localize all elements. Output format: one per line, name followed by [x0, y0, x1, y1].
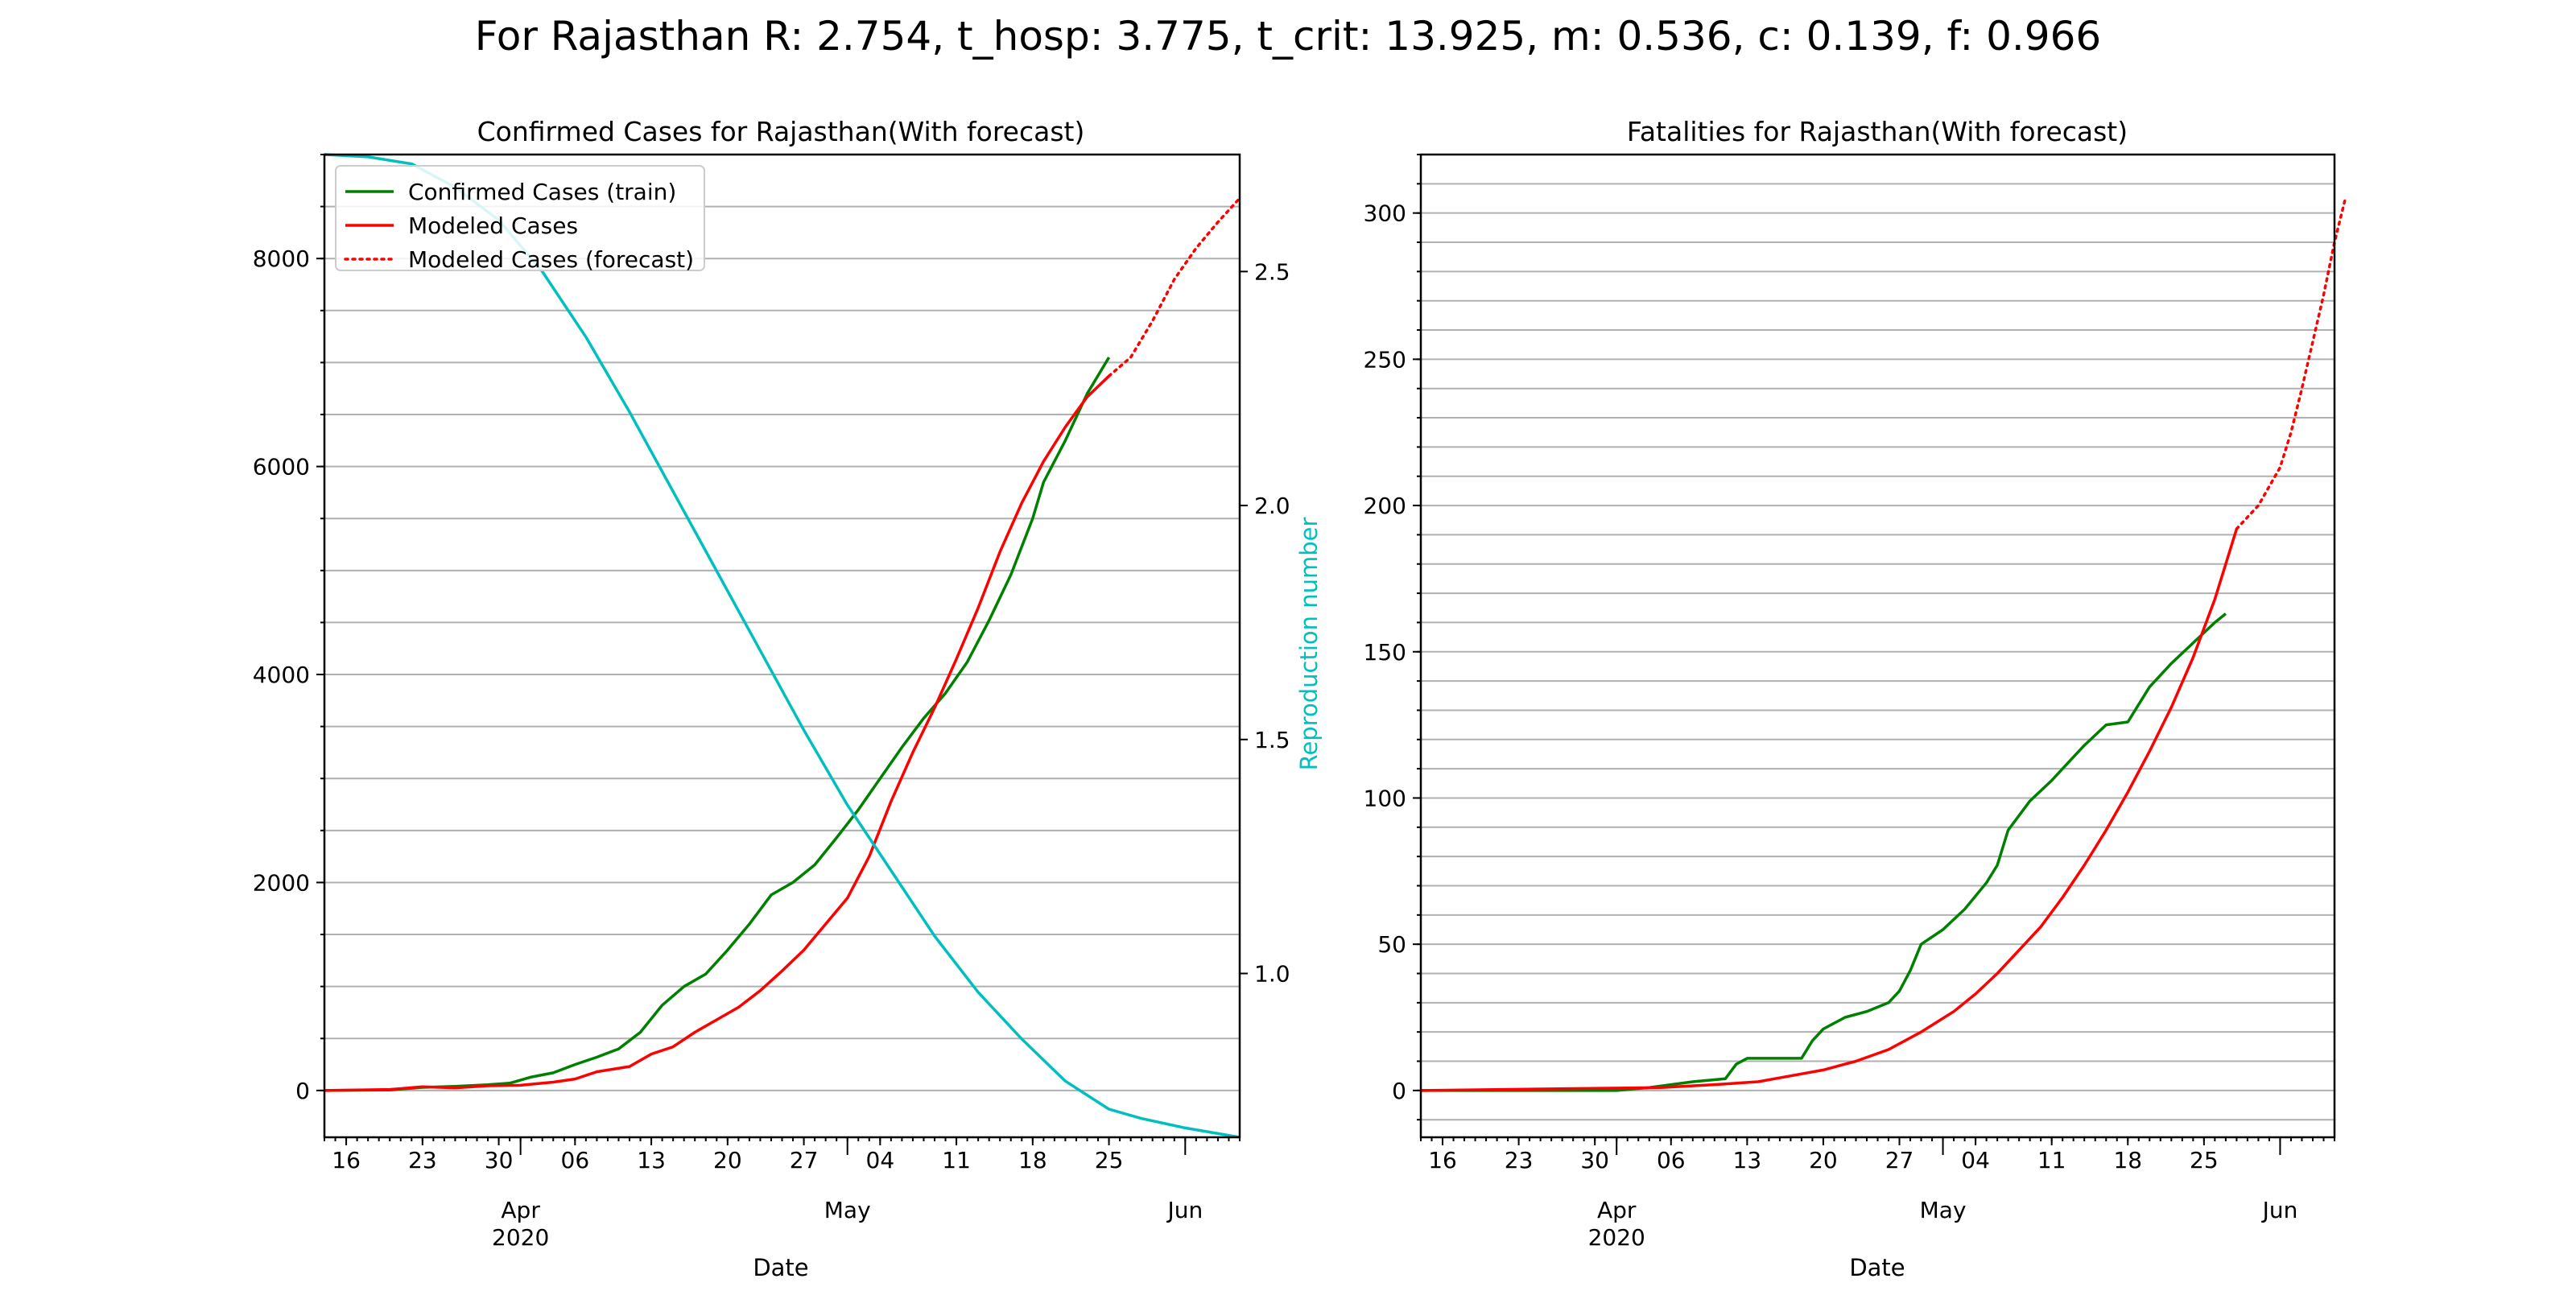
plot-frame	[323, 153, 1241, 1139]
y-tick-label: 8000	[253, 245, 310, 272]
x-tick-label: 25	[1095, 1147, 1124, 1173]
x-tick-label: 30	[485, 1147, 514, 1173]
y-tick-label: 0	[1392, 1078, 1406, 1104]
x-tick-label: 18	[1018, 1147, 1047, 1173]
y-tick-label: 50	[1377, 931, 1406, 958]
legend-label: Confirmed Cases (train)	[408, 179, 676, 205]
x-tick-label: 30	[1580, 1147, 1609, 1173]
y-tick-label: 4000	[253, 662, 310, 688]
y-tick-label: 6000	[253, 454, 310, 481]
x-tick-label: 13	[1733, 1147, 1762, 1173]
chart-confirmed-cases: Confirmed Cases for Rajasthan(With forec…	[253, 116, 1323, 1281]
y2-axis-label: Reproduction number	[1295, 518, 1323, 771]
x-year-label: 2020	[1588, 1224, 1645, 1251]
y2-tick-label: 1.5	[1254, 727, 1290, 753]
series-confirmed-fatalities-train	[1421, 613, 2227, 1092]
x-month-label: Apr	[1597, 1197, 1637, 1223]
x-month-label: Jun	[2261, 1197, 2298, 1223]
x-month-label: Jun	[1166, 1197, 1203, 1223]
y-tick-label: 2000	[253, 869, 310, 896]
legend-label: Modeled Cases (forecast)	[408, 246, 694, 273]
chart-title: Confirmed Cases for Rajasthan(With forec…	[477, 116, 1085, 147]
x-month-label: Apr	[501, 1197, 540, 1223]
y2-tick-label: 2.5	[1254, 258, 1290, 285]
x-tick-label: 18	[2113, 1147, 2142, 1173]
series-modeled-fatalities	[1420, 528, 2239, 1092]
x-tick-label: 13	[637, 1147, 666, 1173]
x-month-label: May	[824, 1197, 871, 1223]
x-tick-label: 04	[1961, 1147, 1990, 1173]
x-tick-label: 20	[713, 1147, 742, 1173]
x-tick-label: 27	[1885, 1147, 1914, 1173]
legend-label: Modeled Cases	[408, 212, 578, 239]
y-tick-label: 250	[1364, 346, 1406, 373]
series-confirmed-cases-train	[324, 357, 1111, 1092]
x-tick-label: 25	[2190, 1147, 2219, 1173]
x-tick-label: 27	[790, 1147, 819, 1173]
series-modeled-fatalities-forecast	[2235, 196, 2347, 530]
x-tick-label: 20	[1809, 1147, 1838, 1173]
x-tick-label: 04	[866, 1147, 895, 1173]
legend: Confirmed Cases (train) Modeled Cases Mode…	[335, 165, 705, 273]
x-tick-label: 06	[561, 1147, 590, 1173]
y2-tick-label: 1.0	[1254, 961, 1290, 988]
series-modeled-cases	[324, 374, 1110, 1092]
x-axis-label: Date	[753, 1254, 808, 1281]
x-axis-label: Date	[1849, 1254, 1905, 1281]
x-tick-label: 06	[1657, 1147, 1686, 1173]
legend-box	[335, 165, 705, 271]
x-tick-label: 11	[942, 1147, 971, 1173]
figure-suptitle: For Rajasthan R: 2.754, t_hosp: 3.775, t…	[475, 13, 2101, 60]
y-tick-label: 200	[1364, 493, 1406, 519]
y-tick-label: 150	[1364, 639, 1406, 666]
x-tick-label: 16	[332, 1147, 361, 1173]
x-tick-label: 11	[2037, 1147, 2066, 1173]
x-month-label: May	[1920, 1197, 1967, 1223]
chart-title: Fatalities for Rajasthan(With forecast)	[1627, 116, 2128, 147]
x-tick-label: 16	[1428, 1147, 1457, 1173]
chart-fatalities: Fatalities for Rajasthan(With forecast) …	[1364, 116, 2347, 1281]
y-tick-label: 100	[1364, 785, 1406, 811]
x-tick-label: 23	[1505, 1147, 1534, 1173]
y2-tick-label: 2.0	[1254, 493, 1290, 519]
x-tick-label: 23	[408, 1147, 437, 1173]
y-tick-label: 0	[295, 1078, 310, 1104]
plot-frame	[1419, 153, 2336, 1139]
x-year-label: 2020	[492, 1224, 549, 1251]
series-modeled-cases-forecast	[1107, 196, 1241, 377]
y-tick-label: 300	[1364, 200, 1406, 227]
